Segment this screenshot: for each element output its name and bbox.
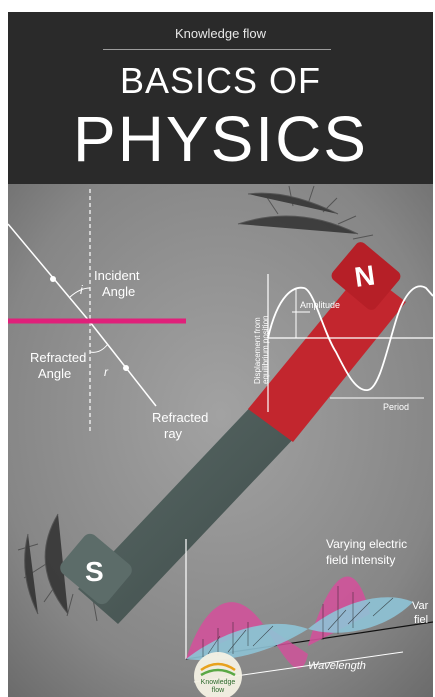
refracted-angle-label-1: Refracted bbox=[30, 350, 86, 365]
title-line-1: BASICS OF bbox=[119, 60, 322, 101]
cover-artwork: N S i Incident Angle Refracted Angle r R… bbox=[8, 184, 433, 697]
wavelength-label: Wavelength bbox=[308, 660, 366, 672]
publisher-logo: Knowledge flow bbox=[194, 652, 242, 697]
electric-field-lobe-1 bbox=[186, 602, 263, 659]
period-label: Period bbox=[383, 402, 409, 412]
cover-header: Knowledge flow BASICS OF PHYSICS bbox=[8, 12, 433, 184]
refracted-symbol: r bbox=[104, 365, 109, 379]
iron-filings bbox=[17, 185, 374, 622]
bar-magnet: N S bbox=[60, 242, 406, 624]
sine-wave-graph: Amplitude Period Displacement from equil… bbox=[253, 274, 433, 412]
north-pole-label: N bbox=[353, 259, 377, 293]
electric-field-label-2: field intensity bbox=[326, 553, 395, 567]
electric-field-label-1: Varying electric bbox=[326, 537, 407, 551]
publisher-name: Knowledge flow bbox=[174, 26, 267, 41]
refracted-ray-label-2: ray bbox=[164, 426, 183, 441]
refracted-angle-label-2: Angle bbox=[38, 366, 71, 381]
wave-ylabel-2: equilibrium position bbox=[261, 316, 270, 384]
title-line-2: PHYSICS bbox=[73, 103, 368, 175]
refracted-ray-label-1: Refracted bbox=[152, 410, 208, 425]
book-cover: Knowledge flow BASICS OF PHYSICS bbox=[8, 12, 433, 697]
magnetic-field-label-2: fiel bbox=[414, 614, 428, 626]
incident-ray bbox=[8, 223, 91, 323]
south-pole-label: S bbox=[85, 556, 104, 587]
incident-angle-label-1: Incident bbox=[94, 268, 140, 283]
em-wave-diagram: Varying electric field intensity Var fie… bbox=[185, 537, 433, 683]
refraction-diagram: i Incident Angle Refracted Angle r Refra… bbox=[8, 189, 208, 441]
magnetic-field-lobe-2 bbox=[308, 597, 413, 633]
logo-text-2: flow bbox=[212, 687, 225, 694]
amplitude-label: Amplitude bbox=[300, 300, 340, 310]
magnetic-field-lobe-1 bbox=[186, 623, 308, 661]
refracted-ray-line bbox=[89, 321, 157, 407]
logo-text-1: Knowledge bbox=[201, 679, 236, 686]
wave-ylabel-1: Displacement from bbox=[253, 317, 262, 384]
header-divider bbox=[103, 49, 331, 50]
sine-wave-curve bbox=[267, 285, 433, 391]
incident-angle-label-2: Angle bbox=[102, 284, 135, 299]
incident-symbol: i bbox=[80, 283, 83, 297]
magnetic-field-label-1: Var bbox=[412, 600, 429, 612]
